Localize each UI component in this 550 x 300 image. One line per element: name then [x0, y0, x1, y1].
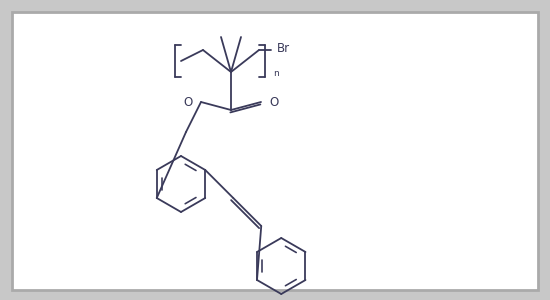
- FancyBboxPatch shape: [12, 12, 538, 290]
- Text: n: n: [273, 70, 279, 79]
- Text: O: O: [184, 95, 193, 109]
- Text: Br: Br: [277, 43, 290, 56]
- Text: O: O: [269, 95, 278, 109]
